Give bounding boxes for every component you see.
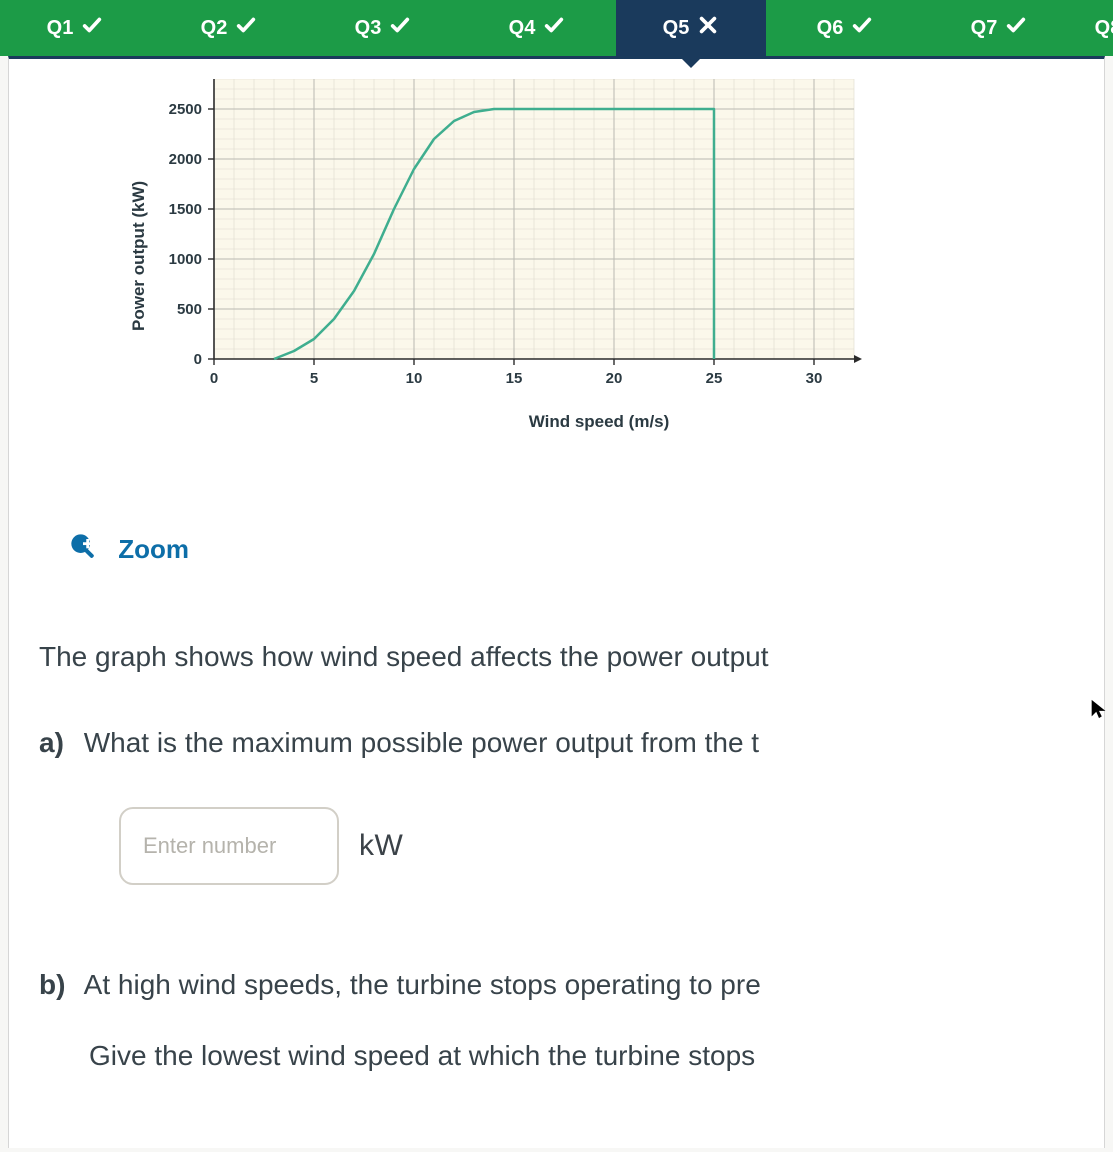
tab-q4[interactable]: Q4	[462, 0, 612, 56]
question-panel: Power output (kW) 0 5 10 15 20 25 30 0 500 1000 15…	[8, 56, 1105, 1148]
power-curve-chart: 0 5 10 15 20 25 30 0 500 1000 1500 2000 2500	[159, 79, 879, 399]
check-icon	[389, 14, 411, 42]
chart-container: Power output (kW) 0 5 10 15 20 25 30 0 500 1000 15…	[129, 79, 1074, 432]
answer-a-row: kW	[119, 807, 1074, 885]
check-icon	[543, 14, 565, 42]
chart-ylabel: Power output (kW)	[129, 126, 149, 386]
zoom-button[interactable]: Zoom	[69, 532, 189, 567]
tab-label: Q8	[1095, 17, 1113, 40]
tab-q5[interactable]: Q5	[616, 0, 766, 56]
tab-label: Q1	[47, 17, 74, 40]
cross-icon	[697, 14, 719, 42]
question-prompt: The graph shows how wind speed affects t…	[39, 637, 1074, 678]
svg-text:20: 20	[606, 370, 623, 387]
svg-text:1500: 1500	[169, 201, 202, 218]
svg-text:5: 5	[310, 370, 318, 387]
svg-text:1000: 1000	[169, 251, 202, 268]
svg-text:15: 15	[506, 370, 523, 387]
tab-label: Q2	[201, 17, 228, 40]
tab-q8[interactable]: Q8	[1078, 0, 1113, 56]
tab-label: Q4	[509, 17, 536, 40]
question-b-text: At high wind speeds, the turbine stops o…	[84, 969, 761, 1000]
tab-q6[interactable]: Q6	[770, 0, 920, 56]
svg-text:0: 0	[210, 370, 218, 387]
svg-text:0: 0	[194, 351, 202, 368]
question-a-label: a)	[39, 727, 64, 758]
tab-label: Q5	[663, 17, 690, 40]
tab-q2[interactable]: Q2	[154, 0, 304, 56]
svg-text:30: 30	[806, 370, 823, 387]
check-icon	[1005, 14, 1027, 42]
answer-a-input[interactable]	[119, 807, 339, 885]
tab-q1[interactable]: Q1	[0, 0, 150, 56]
tab-label: Q6	[817, 17, 844, 40]
tab-label: Q7	[971, 17, 998, 40]
question-tabs: Q1 Q2 Q3 Q4 Q5 Q6 Q7 Q8	[0, 0, 1113, 56]
svg-text:2000: 2000	[169, 151, 202, 168]
tab-q7[interactable]: Q7	[924, 0, 1074, 56]
question-b: b) At high wind speeds, the turbine stop…	[39, 965, 1074, 1006]
check-icon	[235, 14, 257, 42]
chart-xlabel: Wind speed (m/s)	[279, 412, 919, 432]
question-a: a) What is the maximum possible power ou…	[39, 723, 1074, 764]
check-icon	[81, 14, 103, 42]
question-a-text: What is the maximum possible power outpu…	[84, 727, 759, 758]
tab-label: Q3	[355, 17, 382, 40]
question-b-line2: Give the lowest wind speed at which the …	[89, 1036, 1074, 1077]
zoom-label: Zoom	[118, 534, 189, 565]
svg-text:25: 25	[706, 370, 723, 387]
svg-text:500: 500	[177, 301, 202, 318]
tab-q3[interactable]: Q3	[308, 0, 458, 56]
svg-text:10: 10	[406, 370, 423, 387]
answer-a-unit: kW	[359, 829, 403, 863]
check-icon	[851, 14, 873, 42]
question-b-label: b)	[39, 969, 65, 1000]
svg-text:2500: 2500	[169, 101, 202, 118]
